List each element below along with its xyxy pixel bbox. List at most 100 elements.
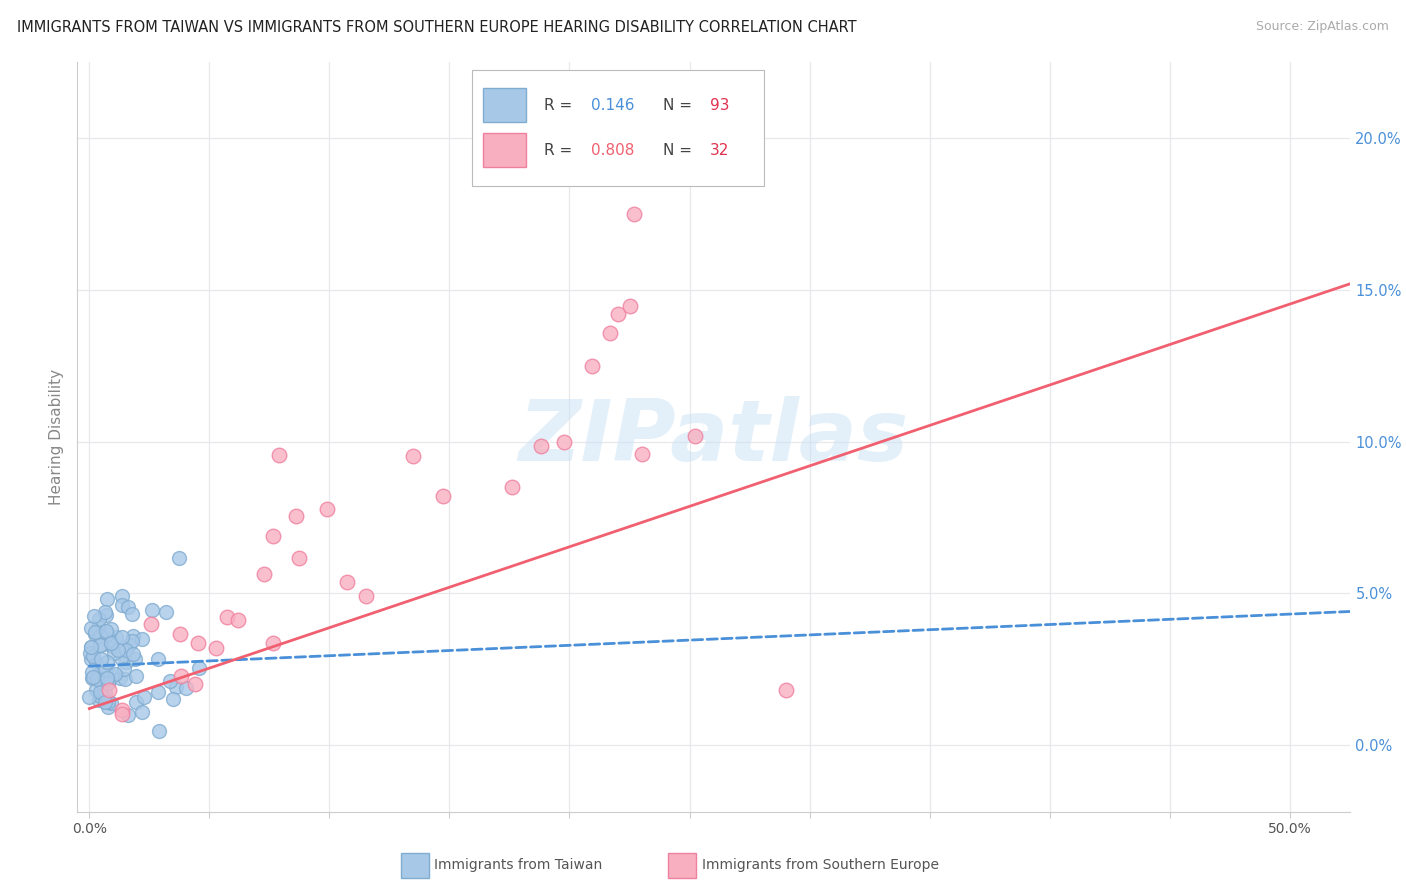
Point	[89, 638, 111, 652]
Point	[94, 686, 117, 700]
Point	[432, 489, 454, 503]
Point	[122, 629, 145, 643]
Point	[288, 551, 311, 566]
Point	[91, 662, 114, 676]
Text: R =: R =	[544, 143, 578, 158]
Text: 32: 32	[710, 143, 730, 158]
Point	[101, 669, 124, 683]
Point	[91, 631, 114, 645]
Point	[167, 550, 190, 565]
Point	[98, 672, 121, 686]
Point	[87, 620, 110, 634]
Point	[336, 575, 359, 590]
Point	[115, 655, 138, 669]
Point	[125, 695, 148, 709]
Point	[90, 638, 112, 652]
Point	[91, 630, 114, 644]
Text: 0.146: 0.146	[592, 97, 636, 112]
Point	[683, 428, 706, 442]
Point	[100, 696, 122, 710]
Point	[100, 639, 122, 653]
Point	[79, 690, 101, 705]
FancyBboxPatch shape	[472, 70, 765, 186]
Point	[82, 665, 104, 679]
Point	[139, 617, 162, 632]
Point	[262, 636, 284, 650]
Point	[501, 480, 523, 494]
Point	[111, 630, 134, 644]
Point	[82, 670, 104, 684]
Point	[96, 626, 118, 640]
Point	[184, 677, 207, 691]
Point	[165, 680, 187, 694]
Point	[553, 435, 575, 450]
Point	[132, 690, 155, 705]
Point	[599, 326, 621, 341]
Point	[155, 605, 177, 619]
Point	[110, 651, 132, 665]
Point	[148, 685, 170, 699]
Text: Immigrants from Southern Europe: Immigrants from Southern Europe	[702, 858, 939, 872]
Text: ZIPatlas: ZIPatlas	[519, 395, 908, 479]
Text: N =: N =	[662, 143, 696, 158]
Point	[111, 589, 134, 603]
Point	[530, 439, 553, 453]
Point	[131, 632, 153, 647]
Point	[100, 622, 122, 636]
Point	[84, 627, 107, 641]
Point	[159, 673, 181, 688]
Point	[96, 671, 118, 685]
Point	[79, 646, 101, 660]
Point	[117, 707, 139, 722]
Point	[82, 648, 104, 663]
Point	[104, 631, 127, 645]
Point	[100, 636, 122, 650]
Point	[121, 647, 143, 661]
Point	[89, 689, 111, 703]
Point	[118, 638, 141, 652]
Point	[226, 613, 249, 627]
Point	[84, 655, 107, 669]
Point	[112, 662, 135, 676]
FancyBboxPatch shape	[484, 133, 526, 167]
FancyBboxPatch shape	[484, 88, 526, 122]
Point	[98, 682, 121, 697]
Point	[131, 705, 153, 719]
Point	[124, 652, 146, 666]
Point	[252, 567, 274, 582]
Text: R =: R =	[544, 97, 578, 112]
Point	[107, 643, 129, 657]
Point	[80, 671, 103, 685]
Point	[188, 661, 211, 675]
Point	[89, 685, 111, 699]
Point	[285, 508, 308, 523]
Point	[146, 652, 169, 666]
Point	[111, 707, 134, 722]
Point	[114, 672, 136, 686]
Point	[97, 672, 120, 686]
Point	[96, 677, 118, 691]
Point	[100, 639, 122, 653]
Point	[87, 612, 110, 626]
Point	[115, 643, 138, 657]
Point	[354, 589, 377, 603]
Point	[94, 695, 117, 709]
Point	[775, 683, 797, 698]
Point	[86, 672, 108, 686]
Point	[121, 634, 143, 648]
Point	[90, 652, 112, 666]
Text: 93: 93	[710, 97, 730, 112]
Point	[104, 666, 127, 681]
Point	[606, 308, 628, 322]
Point	[83, 625, 105, 640]
Point	[84, 683, 107, 698]
Text: Source: ZipAtlas.com: Source: ZipAtlas.com	[1256, 20, 1389, 33]
Point	[94, 605, 117, 619]
Point	[162, 691, 184, 706]
Text: N =: N =	[662, 97, 696, 112]
Point	[96, 624, 118, 638]
Point	[215, 609, 238, 624]
Point	[98, 673, 121, 687]
Point	[97, 700, 120, 714]
Point	[90, 676, 112, 690]
